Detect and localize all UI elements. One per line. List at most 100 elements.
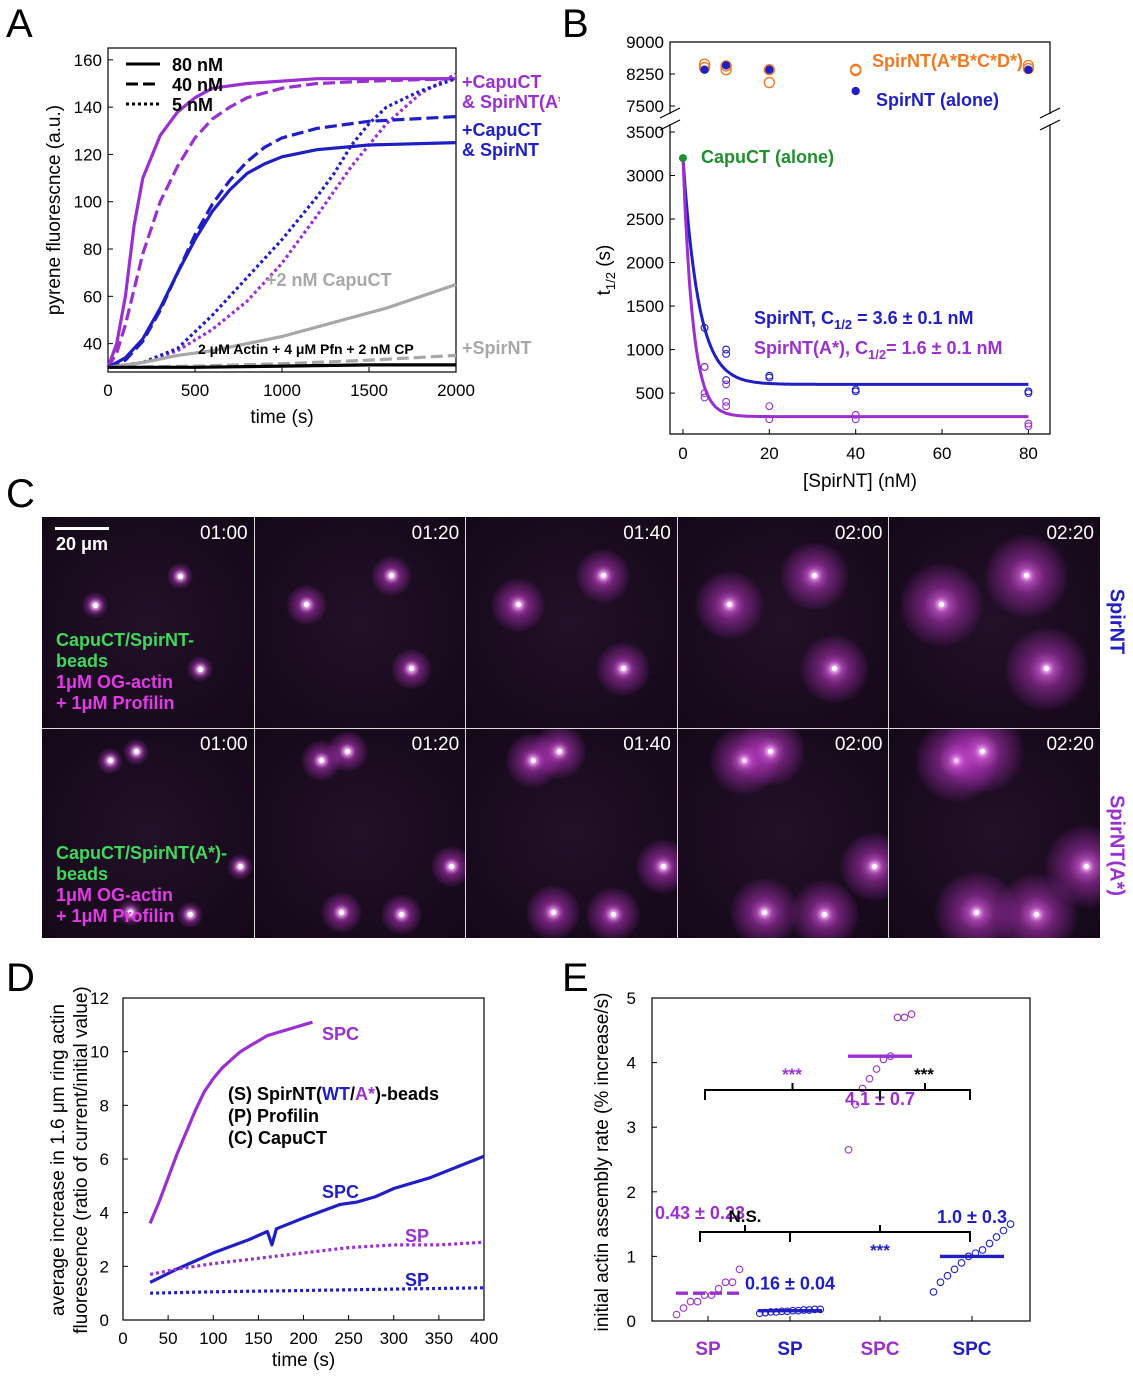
category-label-e-2: SPC — [860, 1339, 899, 1360]
series-a-0 — [106, 77, 456, 368]
point-spirnt-a — [1024, 422, 1033, 431]
point-abcd — [720, 60, 732, 72]
bead — [177, 573, 183, 579]
point-spirnt-alone — [1024, 65, 1033, 74]
y-tick-label-d-0: 0 — [100, 1311, 109, 1330]
actin-aster — [286, 584, 327, 626]
series-d-3 — [150, 1286, 485, 1295]
label-capu-spir-1: +CapuCT — [462, 120, 542, 140]
label-spir-alone: +SpirNT — [462, 338, 532, 358]
point-e-0 — [721, 1278, 730, 1287]
y-tick-label-b-lo-5: 3000 — [626, 167, 664, 186]
x-tick-label-a-0: 0 — [103, 381, 112, 400]
bracket-spc-spc-label: *** — [914, 1065, 934, 1084]
label-capu-spir-2: & SpirNT — [462, 140, 539, 160]
bead — [197, 666, 203, 672]
bead — [107, 758, 113, 763]
point-e-0 — [679, 1304, 688, 1312]
x-tick-label-a-3: 1500 — [350, 381, 388, 400]
point-spirnt — [722, 345, 731, 354]
actin-aster — [391, 648, 432, 690]
actin-aster — [736, 727, 806, 786]
bead — [660, 863, 666, 869]
bead — [762, 909, 768, 915]
bead — [973, 909, 979, 915]
x-tick-label-b-4: 80 — [1019, 444, 1038, 463]
actin-aster — [117, 899, 143, 926]
label-capuct-alone: CapuCT (alone) — [701, 147, 834, 167]
x-tick-label-d-0: 0 — [118, 1329, 127, 1348]
break-left-2 — [659, 119, 681, 131]
label-capu-alone: +2 nM CapuCT — [266, 270, 392, 290]
category-label-e-3: SPC — [952, 1339, 991, 1360]
bead — [550, 909, 556, 915]
bead — [979, 749, 985, 754]
x-tick-label-d-1: 50 — [159, 1329, 178, 1348]
row-divider — [42, 727, 1100, 729]
fit-curve-b-1 — [681, 158, 1029, 419]
x-tick-label-a-4: 2000 — [437, 381, 475, 400]
legend-label-a-0: 80 nM — [172, 55, 223, 75]
point-spirnt-a — [722, 380, 731, 389]
label-spirnt-alone: SpirNT (alone) — [876, 90, 999, 110]
series-a-5 — [107, 77, 457, 369]
break-right-1 — [1039, 107, 1061, 119]
bracket-ns-label: N.S. — [728, 1207, 761, 1226]
overlay-row1-line2: beads — [56, 651, 109, 671]
point-spirnt-a — [1024, 419, 1033, 428]
upper-frame-b — [669, 41, 1051, 114]
bracket-ns-line — [699, 1231, 791, 1242]
timestamp: 01:20 — [411, 733, 460, 755]
plot-frame-d — [122, 997, 485, 1321]
micrograph-tile: 02:00 — [676, 517, 889, 728]
bead — [812, 573, 818, 579]
point-spirnt — [765, 373, 774, 382]
legend-d-2: (P) Profilin — [228, 1106, 319, 1126]
micrograph-tile: 01:20 — [253, 727, 466, 938]
micrograph-tile: 02:00 — [676, 727, 889, 938]
overlay-row2-line4: + 1μM Profilin — [56, 906, 175, 926]
actin-aster — [431, 846, 466, 887]
bead — [409, 666, 415, 672]
timestamp: 01:00 — [200, 523, 248, 544]
actin-aster — [490, 577, 546, 633]
overlay-row1-line3: 1μM OG-actin — [56, 672, 174, 692]
plot-frame-e — [651, 997, 1031, 1322]
y-tick-label-b-lo-1: 1000 — [626, 341, 664, 360]
point-spirnt-a — [722, 402, 731, 411]
point-e-2 — [907, 1010, 916, 1019]
y-axis-label-b: t1/2 (s) — [594, 245, 618, 296]
actin-aster — [321, 892, 362, 933]
legend-d-1: (S) SpirNT(WT/A*)-beads — [228, 1084, 439, 1104]
overlay-row1-line1: CapuCT/SpirNT- — [56, 630, 194, 650]
label-spc-purple: SPC — [322, 1024, 359, 1044]
overlay-row2-line3: 1μM OG-actin — [56, 885, 174, 905]
chart-b: 7500 8250 9000 500 1000 1500 2000 2500 3000 3500 0… — [594, 33, 1061, 492]
label-fit-spirnt-a: SpirNT(A*), C1/2= 1.6 ± 0.1 nM — [754, 338, 1003, 362]
y-tick-label-a-6: 160 — [74, 51, 102, 70]
bead — [822, 911, 828, 917]
y-tick-label-a-0: 40 — [83, 335, 102, 354]
timestamp: 01:40 — [623, 733, 671, 755]
series-d-1 — [149, 1154, 485, 1284]
point-spirnt-alone — [765, 65, 774, 74]
y-tick-label-b-up-2: 9000 — [626, 33, 664, 52]
panel-letter-c: C — [6, 472, 35, 516]
overlay-row2-line1: CapuCT/SpirNT(A*)- — [56, 843, 227, 863]
x-tick-label-b-0: 0 — [678, 444, 687, 463]
bead — [938, 602, 944, 608]
point-e-0 — [714, 1284, 723, 1293]
x-tick-label-d-8: 400 — [470, 1329, 498, 1348]
actin-aster — [123, 738, 149, 765]
point-e-0 — [728, 1278, 737, 1287]
bead — [319, 757, 325, 763]
series-d-0 — [148, 1020, 313, 1225]
y-tick-label-d-1: 2 — [100, 1257, 109, 1276]
bead — [449, 863, 455, 869]
point-e-3 — [950, 1265, 959, 1274]
y-tick-label-e-1: 1 — [627, 1247, 636, 1266]
actin-aster — [595, 641, 651, 697]
micrograph-tile: 02:20 — [888, 727, 1100, 938]
actin-aster — [800, 634, 870, 704]
y-axis-label-e: initial actin assembly rate (% increase/… — [592, 993, 613, 1332]
